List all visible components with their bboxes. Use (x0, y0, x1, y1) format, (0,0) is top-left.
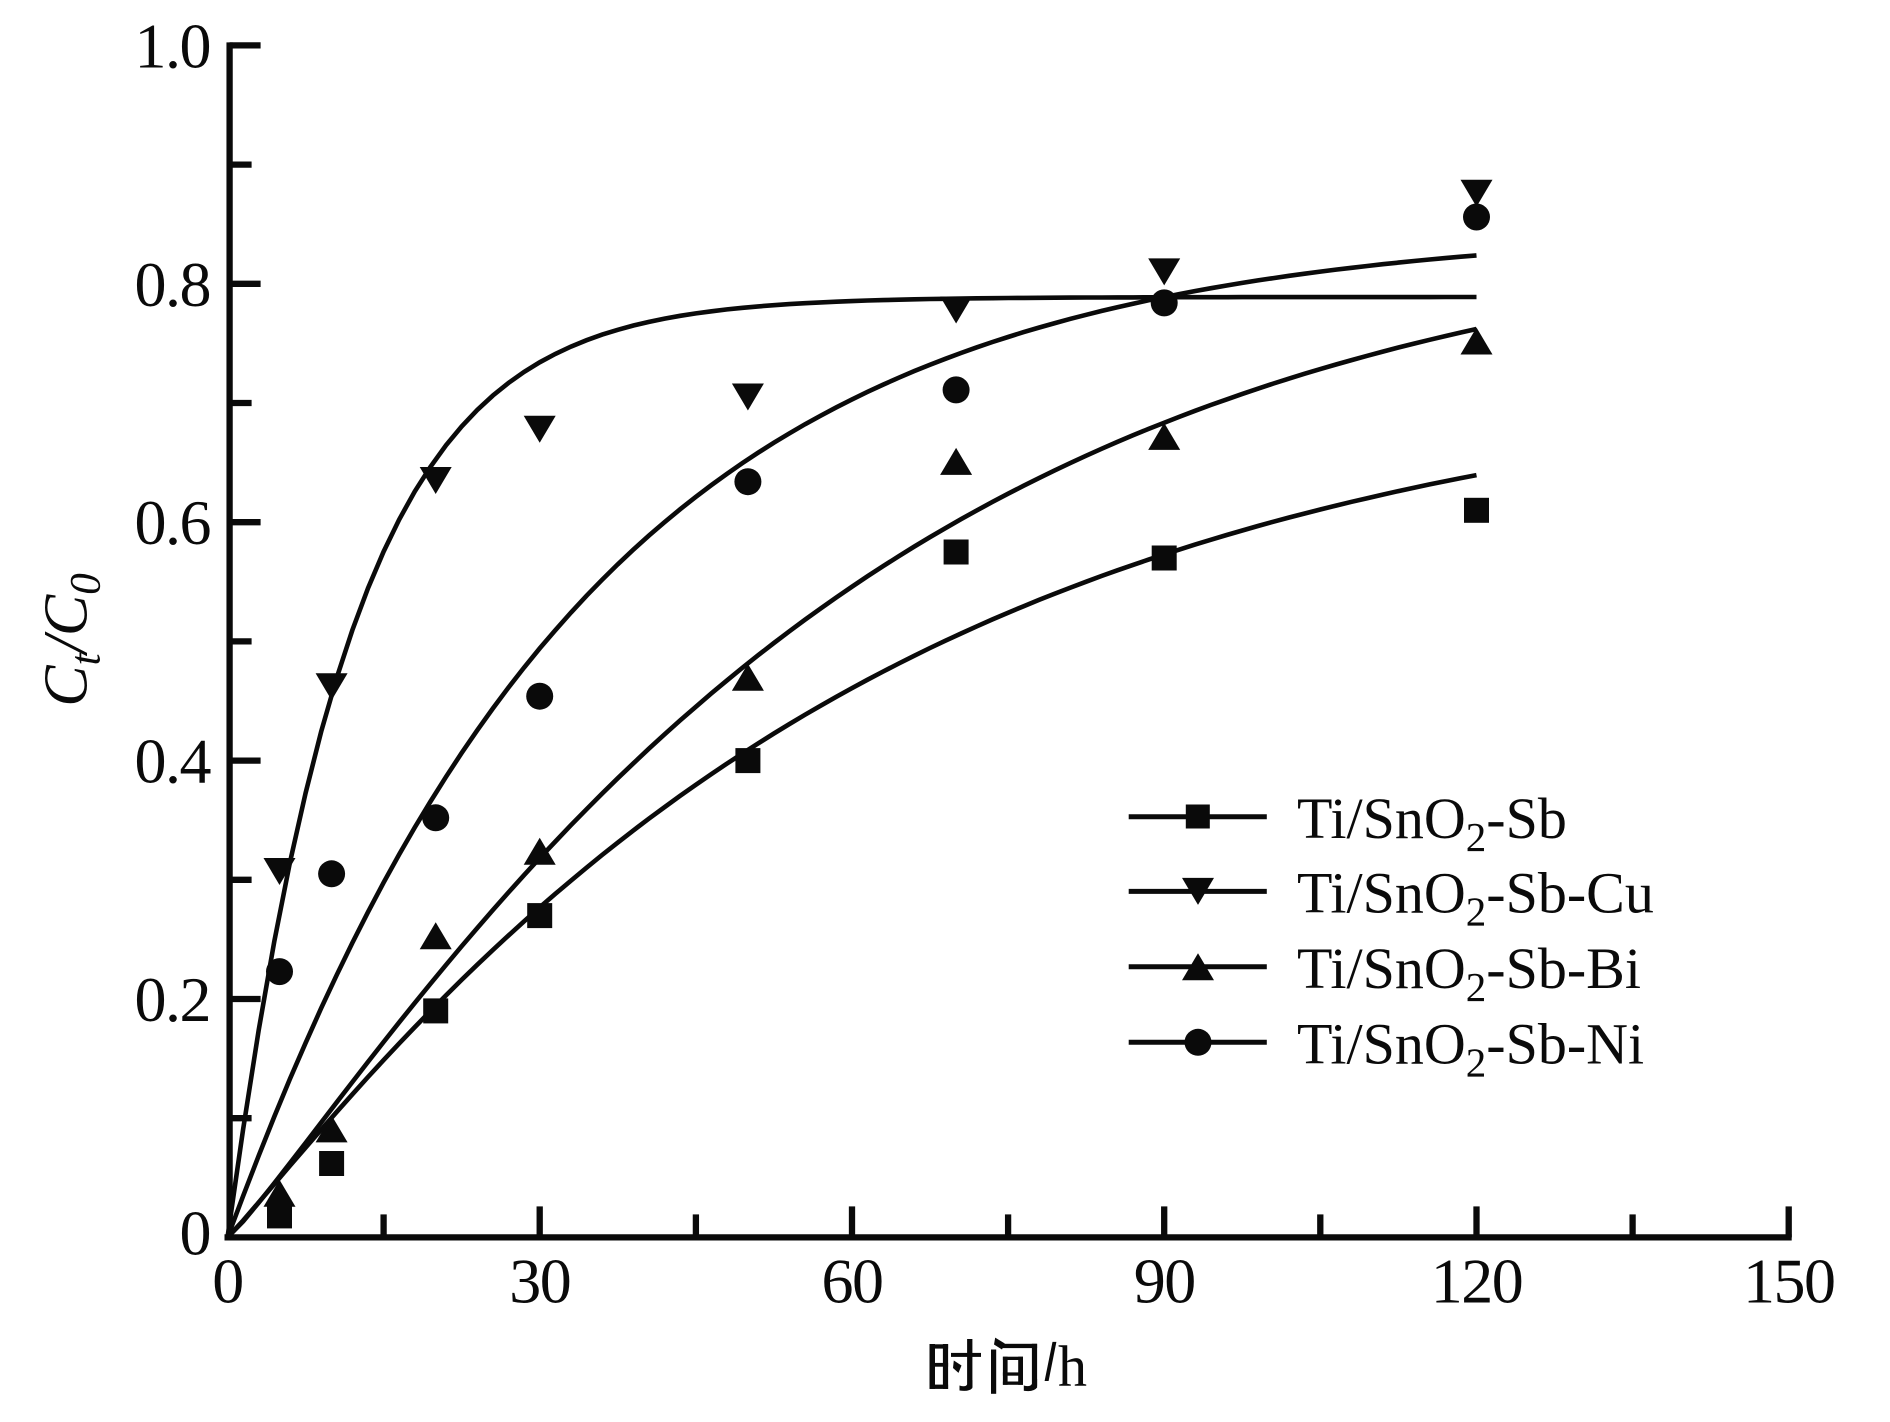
svg-text:0.8: 0.8 (135, 249, 211, 320)
svg-text:Ct/C0: Ct/C0 (33, 573, 110, 706)
svg-text:0.2: 0.2 (135, 964, 211, 1035)
svg-text:1.0: 1.0 (135, 10, 211, 81)
svg-text:0.4: 0.4 (135, 726, 211, 797)
svg-text:120: 120 (1431, 1246, 1523, 1317)
svg-text:h: h (1058, 1334, 1087, 1399)
svg-text:0.6: 0.6 (135, 487, 211, 558)
svg-text:Ti/SnO2-Sb-Ni: Ti/SnO2-Sb-Ni (1297, 1011, 1644, 1085)
svg-text:0: 0 (180, 1197, 211, 1268)
svg-text:0: 0 (212, 1246, 243, 1317)
svg-text:90: 90 (1134, 1246, 1195, 1317)
svg-text:60: 60 (822, 1246, 883, 1317)
svg-text:150: 150 (1743, 1246, 1835, 1317)
svg-text:30: 30 (509, 1246, 570, 1317)
svg-text:Ti/SnO2-Sb: Ti/SnO2-Sb (1297, 786, 1567, 860)
